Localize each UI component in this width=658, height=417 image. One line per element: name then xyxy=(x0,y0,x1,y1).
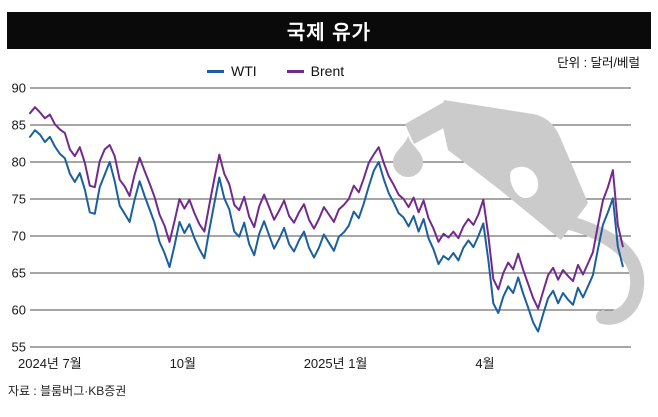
y-tick-label: 85 xyxy=(12,118,26,133)
y-tick-label: 80 xyxy=(12,155,26,170)
series-line-wti xyxy=(29,129,624,333)
x-tick-label: 10월 xyxy=(170,356,196,371)
legend-dash-icon xyxy=(286,69,304,73)
title-bar: 국제 유가 xyxy=(7,12,651,49)
legend-item-brent: Brent xyxy=(286,63,345,79)
x-tick-label: 4월 xyxy=(475,356,494,371)
unit-label: 단위 : 달러/베럴 xyxy=(557,56,640,70)
legend-label: WTI xyxy=(231,63,257,79)
legend: WTI Brent xyxy=(207,63,344,79)
y-tick-label: 90 xyxy=(12,81,26,96)
legend-dash-icon xyxy=(207,69,224,73)
fuel-nozzle-icon xyxy=(405,100,645,325)
y-tick-label: 55 xyxy=(12,340,26,355)
x-tick-label: 2024년 7월 xyxy=(18,356,82,371)
y-tick-label: 70 xyxy=(12,229,26,244)
oil-drop-icon xyxy=(393,136,423,177)
x-tick-label: 2025년 1월 xyxy=(304,356,368,371)
source-label: 자료 : 블룸버그·KB증권 xyxy=(8,384,127,398)
legend-item-wti: WTI xyxy=(207,63,257,79)
y-tick-label: 65 xyxy=(12,266,26,281)
series-layer xyxy=(29,106,624,333)
watermark-layer xyxy=(393,100,645,325)
y-tick-label: 60 xyxy=(12,303,26,318)
series-line-brent xyxy=(29,106,624,310)
page-title: 국제 유가 xyxy=(286,22,372,44)
legend-label: Brent xyxy=(310,63,345,79)
y-tick-label: 75 xyxy=(12,192,26,207)
